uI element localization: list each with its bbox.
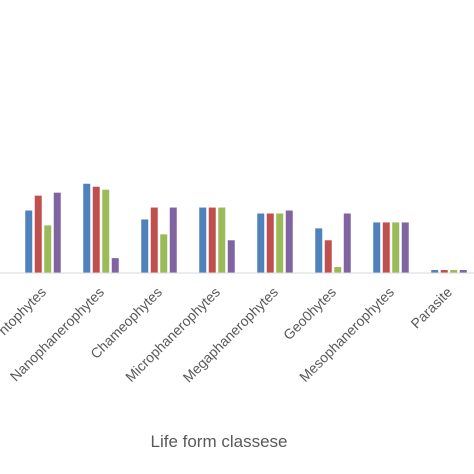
bar-5-series-0 [257, 213, 265, 273]
bar-8-series-0 [431, 270, 439, 273]
bar-3-series-2 [160, 234, 168, 273]
bar-2-series-3 [111, 258, 119, 273]
bar-1-series-0 [25, 210, 33, 273]
x-tick-label: Megaphanerophytes [180, 284, 282, 386]
x-tick-label: ntophytes [0, 284, 49, 338]
bar-3-series-1 [150, 207, 158, 273]
bar-5-series-1 [266, 213, 274, 273]
bar-8-series-2 [450, 270, 458, 273]
bar-4-series-2 [218, 207, 226, 273]
bar-4-series-3 [227, 240, 235, 273]
bar-5-series-2 [276, 213, 284, 273]
x-tick-label: Mesophanerophytes [296, 284, 397, 385]
bar-6-series-3 [343, 213, 351, 273]
bar-6-series-1 [324, 240, 332, 273]
bar-6-series-2 [334, 267, 342, 273]
bar-1-series-3 [53, 192, 61, 273]
x-tick-labels: sntophytesNanophanerophytesChameophytesM… [0, 284, 455, 386]
bar-6-series-0 [315, 228, 323, 273]
bar-7-series-3 [401, 222, 409, 273]
bars-group [25, 183, 467, 273]
bar-7-series-2 [392, 222, 400, 273]
bar-4-series-1 [208, 207, 216, 273]
bar-5-series-3 [285, 210, 293, 273]
bar-2-series-2 [102, 189, 110, 273]
bar-4-series-0 [199, 207, 207, 273]
bar-8-series-3 [459, 270, 467, 273]
x-axis-title: Life form classese [151, 432, 288, 451]
bar-8-series-1 [440, 270, 448, 273]
bar-1-series-2 [44, 225, 52, 273]
bar-3-series-0 [141, 219, 149, 273]
x-tick-label: Parasite [407, 284, 455, 332]
bar-1-series-1 [34, 195, 42, 273]
bar-7-series-1 [382, 222, 390, 273]
bar-7-series-0 [373, 222, 381, 273]
bar-2-series-0 [83, 183, 91, 273]
x-tick-label: Geo0hytes [280, 284, 339, 343]
bar-2-series-1 [92, 186, 100, 273]
x-tick-label: Microphanerophytes [122, 284, 223, 385]
bar-3-series-3 [169, 207, 177, 273]
